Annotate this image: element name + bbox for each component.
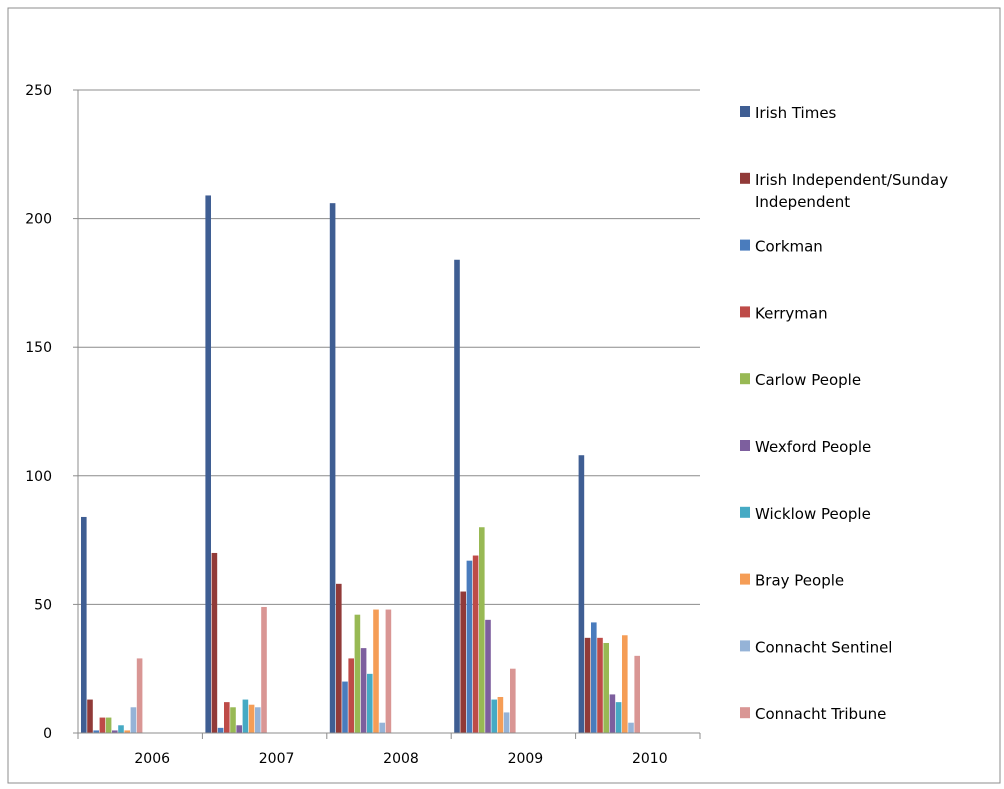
bar-bray-people-2008: [373, 609, 379, 733]
bar-carlow-people-2010: [603, 642, 609, 733]
bar-bray-people-2007: [248, 704, 255, 733]
y-tick-label: 100: [25, 469, 52, 485]
bar-bray-people-2010: [622, 635, 628, 733]
bar-wicklow-people-2009: [491, 699, 497, 733]
bar-wexford-people-2007: [236, 725, 242, 733]
x-axis: 2006 2007 2008 2009 2010: [77, 732, 701, 767]
legend-swatch: [740, 373, 750, 385]
bar-connacht-tribune-2006: [136, 658, 143, 733]
bar-irish-independent-sunday-independent-2009: [460, 591, 466, 733]
legend-swatch: [740, 506, 750, 518]
x-tick-label: 2008: [383, 751, 419, 767]
x-tick-label: 2006: [134, 751, 170, 767]
legend-swatch: [740, 106, 750, 117]
legend-label: Irish Independent/Sunday Independent: [755, 171, 948, 211]
bar-irish-times-2009: [454, 259, 460, 733]
legend-swatch: [740, 707, 750, 719]
bar-irish-times-2010: [578, 455, 585, 733]
legend-swatch: [740, 239, 750, 251]
y-tick-label: 200: [25, 212, 52, 228]
bar-carlow-people-2008: [354, 614, 361, 733]
x-tick-label: 2007: [259, 751, 295, 767]
bar-corkman-2007: [217, 727, 224, 733]
legend-label: Bray People: [755, 572, 844, 590]
bar-irish-independent-sunday-independent-2010: [584, 637, 591, 733]
legend-swatch: [740, 440, 750, 451]
legend-label: Irish Times: [755, 104, 837, 122]
bar-carlow-people-2006: [105, 717, 112, 733]
bar-wicklow-people-2010: [615, 702, 622, 733]
x-tick-label: 2009: [508, 751, 544, 767]
legend-label: Corkman: [755, 238, 823, 256]
bar-irish-independent-sunday-independent-2006: [87, 699, 93, 733]
bar-kerryman-2007: [224, 702, 230, 733]
bar-connacht-tribune-2007: [261, 606, 267, 733]
bar-wexford-people-2008: [360, 648, 367, 733]
legend-label: Wexford People: [755, 438, 871, 456]
bar-wicklow-people-2008: [367, 673, 373, 733]
bar-corkman-2010: [591, 622, 597, 733]
bar-kerryman-2010: [597, 637, 603, 733]
legend-label: Kerryman: [755, 304, 828, 322]
legend: Irish Times Irish Independent/Sunday Indep…: [740, 104, 948, 723]
bar-irish-times-2006: [81, 516, 87, 733]
bar-wexford-people-2009: [485, 619, 491, 733]
bar-connacht-sentinel-2010: [628, 722, 634, 733]
bar-connacht-tribune-2008: [385, 609, 392, 733]
legend-swatch: [740, 306, 750, 318]
x-tick-label: 2010: [632, 751, 668, 767]
y-axis: 0 50 100 150 200 250: [25, 83, 79, 742]
bars: [81, 195, 640, 734]
y-tick-label: 150: [25, 340, 52, 356]
bar-bray-people-2006: [124, 730, 130, 733]
bar-kerryman-2008: [348, 658, 354, 733]
bar-connacht-tribune-2010: [634, 655, 640, 733]
legend-label: Carlow People: [755, 371, 861, 389]
legend-label: Connacht Sentinel: [755, 638, 892, 656]
bar-wicklow-people-2007: [242, 699, 249, 733]
bar-carlow-people-2007: [230, 707, 236, 733]
y-tick-label: 250: [25, 83, 52, 99]
bar-kerryman-2009: [472, 555, 479, 733]
legend-swatch: [740, 573, 750, 585]
bar-connacht-sentinel-2009: [503, 712, 510, 733]
bar-irish-times-2007: [205, 195, 211, 733]
bar-corkman-2009: [466, 560, 473, 733]
legend-label: Connacht Tribune: [755, 705, 886, 723]
bar-irish-independent-sunday-independent-2008: [336, 583, 342, 733]
gridlines: [78, 89, 700, 605]
bar-irish-independent-sunday-independent-2007: [211, 552, 218, 733]
y-tick-label: 0: [43, 726, 52, 742]
bar-connacht-sentinel-2008: [379, 722, 385, 733]
chart-border: [7, 7, 1001, 784]
bar-carlow-people-2009: [479, 527, 485, 733]
bar-corkman-2008: [342, 681, 348, 733]
legend-swatch: [740, 172, 750, 184]
bar-corkman-2006: [93, 730, 99, 733]
legend-swatch: [740, 640, 750, 652]
bar-connacht-tribune-2009: [510, 668, 516, 733]
bar-irish-times-2008: [329, 203, 336, 734]
bar-wexford-people-2006: [112, 730, 118, 733]
legend-label: Wicklow People: [755, 505, 871, 523]
bar-wexford-people-2010: [609, 694, 616, 733]
bar-connacht-sentinel-2006: [130, 707, 137, 733]
y-tick-label: 50: [34, 597, 52, 613]
bar-kerryman-2006: [99, 717, 106, 733]
bar-wicklow-people-2006: [118, 725, 124, 733]
bar-connacht-sentinel-2007: [255, 707, 261, 733]
bar-bray-people-2009: [497, 696, 504, 733]
